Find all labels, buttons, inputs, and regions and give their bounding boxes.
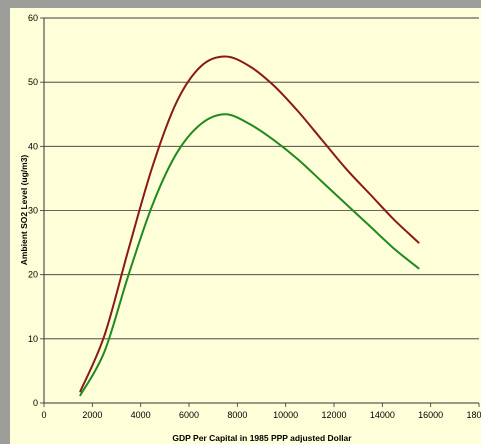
y-tick-label: 0 [33,398,38,408]
x-tick-label: 8000 [227,410,247,420]
y-tick-label: 50 [28,77,38,87]
series [79,55,420,397]
chart-panel [10,8,481,444]
x-tick-label: 14000 [370,410,395,420]
series-line-1 [79,55,420,393]
axes [40,17,480,407]
y-tick-label: 60 [28,13,38,23]
x-tick-label: 16000 [418,410,443,420]
x-axis-title: GDP Per Capital in 1985 PPP adjusted Dol… [172,433,352,443]
x-tick-label: 0 [41,410,46,420]
gridlines [44,17,479,340]
y-tick-label: 40 [28,141,38,151]
x-tick-label: 12000 [321,410,346,420]
x-tick-label: 2000 [82,410,102,420]
x-tick-label: 6000 [179,410,199,420]
tick-labels: 0 10 20 30 40 50 60 0 2000 4000 6000 8000 10000 12000… [28,13,481,420]
x-tick-label: 4000 [131,410,151,420]
y-tick-label: 30 [28,206,38,216]
x-tick-label: 18000 [466,410,481,420]
x-tick-label: 10000 [273,410,298,420]
y-tick-label: 10 [28,334,38,344]
series-line-2 [79,113,420,397]
y-axis-title: Ambient SO2 Level (ug/m3) [19,155,29,266]
y-tick-label: 20 [28,270,38,280]
